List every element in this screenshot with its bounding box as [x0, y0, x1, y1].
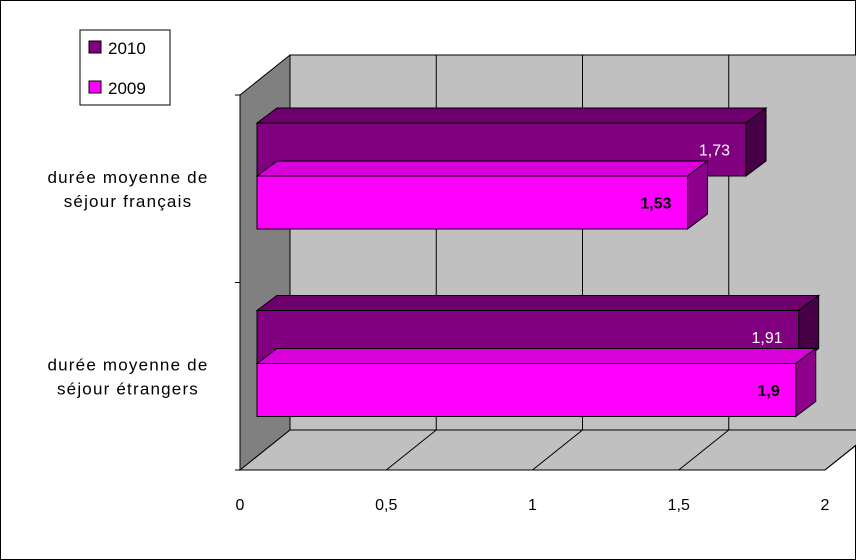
legend-label-2010: 2010 — [108, 39, 146, 58]
category-label-0-1: séjour français — [64, 192, 193, 211]
x-tick-label-0: 0 — [236, 497, 245, 514]
x-tick-label-4: 2 — [821, 497, 830, 514]
legend: 2010 2009 — [79, 29, 171, 106]
data-label-2009-1: 1,9 — [758, 383, 780, 400]
category-axis — [235, 94, 241, 471]
category-labels: durée moyenne de séjour français durée moy… — [48, 168, 209, 399]
data-label-2010-1: 1,91 — [752, 330, 783, 347]
floor-gridline-2 — [532, 429, 583, 471]
floor-gridline-1 — [385, 429, 437, 471]
x-tick-label-2: 1 — [528, 497, 537, 514]
data-labels: 1,73 1,53 1,91 1,9 — [640, 143, 782, 401]
category-label-1-1: séjour étrangers — [57, 379, 199, 398]
floor-gridline-4 — [824, 444, 856, 471]
category-label-0-0: durée moyenne de — [48, 168, 209, 187]
category-label-1-0: durée moyenne de — [48, 355, 209, 374]
bar-2009-0 — [255, 160, 710, 230]
x-tick-label-1: 0,5 — [375, 497, 397, 514]
bar-2009-1 — [255, 347, 818, 418]
x-tick-label-3: 1,5 — [668, 497, 690, 514]
floor-gridline-3 — [678, 429, 730, 471]
floor — [238, 429, 856, 471]
data-label-2009-0: 1,53 — [640, 196, 671, 213]
bars — [255, 107, 821, 418]
data-label-2010-0: 1,73 — [699, 143, 730, 160]
legend-label-2009: 2009 — [108, 79, 146, 98]
legend-swatch-2009 — [88, 80, 102, 94]
x-tick-labels: 0 0,5 1 1,5 2 — [236, 497, 830, 514]
legend-swatch-2010 — [88, 40, 102, 54]
